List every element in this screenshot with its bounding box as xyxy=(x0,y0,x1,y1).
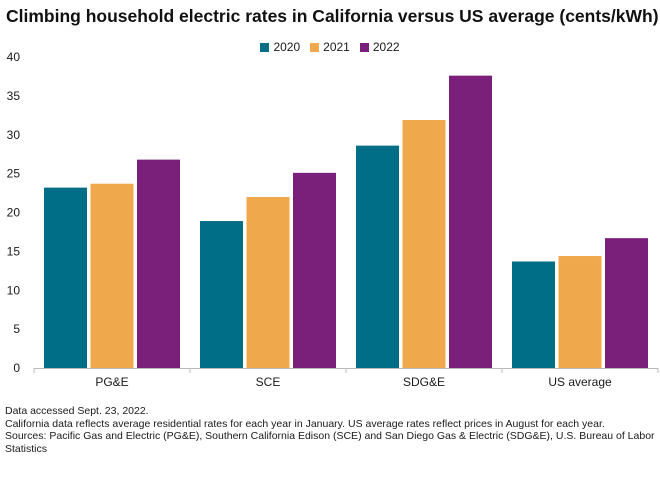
legend-item-2020: 2020 xyxy=(260,40,300,54)
y-tick-label: 20 xyxy=(7,206,21,220)
x-tick-label: PG&E xyxy=(95,375,128,389)
legend-swatch-2021 xyxy=(310,42,320,52)
legend-label-2020: 2020 xyxy=(273,40,301,54)
bar-2020-2 xyxy=(356,145,399,368)
legend-label-2021: 2021 xyxy=(323,40,350,54)
y-tick-label: 10 xyxy=(7,283,21,297)
bar-2022-0 xyxy=(137,159,180,368)
y-tick-label: 0 xyxy=(13,361,20,375)
bar-2022-3 xyxy=(605,238,648,368)
bar-2020-1 xyxy=(200,221,243,368)
bar-2021-1 xyxy=(246,196,290,368)
legend-swatch-2022 xyxy=(359,42,369,52)
bar-2021-0 xyxy=(90,183,134,368)
note-sources: Sources: Pacific Gas and Electric (PG&E)… xyxy=(5,430,655,455)
y-tick-label: 40 xyxy=(7,50,21,64)
x-tick-label: SCE xyxy=(256,375,281,389)
chart-legend: 2020 2021 2022 xyxy=(0,40,660,54)
x-tick-label: US average xyxy=(548,375,612,389)
y-tick-label: 35 xyxy=(7,89,21,103)
note-methodology: California data reflects average residen… xyxy=(5,417,605,430)
legend-item-2022: 2022 xyxy=(359,40,400,54)
bar-2020-3 xyxy=(512,261,555,368)
note-data-accessed: Data accessed Sept. 23, 2022. xyxy=(5,405,149,417)
x-tick-label: SDG&E xyxy=(403,375,445,389)
bar-2022-1 xyxy=(293,172,336,368)
y-tick-label: 15 xyxy=(7,244,21,258)
bar-chart: 0 5 10 15 20 25 30 35 40 PG&E SCE SDG&E US average xyxy=(7,50,659,389)
legend-label-2022: 2022 xyxy=(372,40,400,54)
bar-2021-2 xyxy=(402,119,446,368)
legend-swatch-2020 xyxy=(260,42,270,52)
bar-2020-0 xyxy=(44,187,87,368)
bar-2022-2 xyxy=(449,75,492,368)
legend-item-2021: 2021 xyxy=(310,40,350,54)
y-tick-label: 25 xyxy=(7,167,21,181)
bar-2021-3 xyxy=(558,256,602,368)
y-tick-label: 30 xyxy=(7,128,21,142)
chart-title: Climbing household electric rates in Cal… xyxy=(6,6,659,26)
y-tick-label: 5 xyxy=(13,322,20,336)
chart-notes: Data accessed Sept. 23, 2022. California… xyxy=(5,405,655,455)
